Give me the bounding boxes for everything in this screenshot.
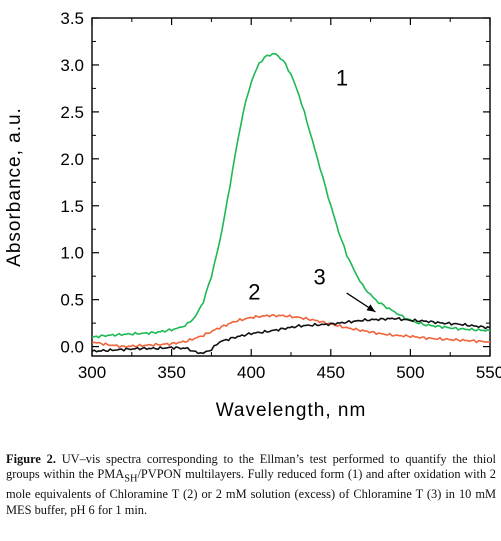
x-axis-label: Wavelength, nm bbox=[216, 400, 367, 421]
y-tick-label: 1.0 bbox=[60, 244, 84, 263]
series-line-3 bbox=[91, 316, 491, 355]
plot-area bbox=[91, 17, 491, 357]
y-tick-label: 3.5 bbox=[60, 9, 84, 28]
curve-annotations: 1 2 3 bbox=[248, 66, 376, 313]
figure-caption-number: Figure 2. bbox=[6, 452, 56, 466]
figure-caption-text-2: /PVPON multilayers. Fully reduced form (… bbox=[6, 467, 496, 517]
y-tick-label: 2.0 bbox=[60, 150, 84, 169]
series-line-2 bbox=[91, 313, 491, 349]
y-tick-label: 0.5 bbox=[60, 291, 84, 310]
y-axis-label: Absorbance, a.u. bbox=[4, 107, 25, 267]
x-tick-label: 300 bbox=[78, 363, 106, 382]
x-tick-label: 400 bbox=[237, 363, 265, 382]
curve-label-3: 3 bbox=[314, 265, 326, 290]
x-tick-label: 350 bbox=[157, 363, 185, 382]
plot-frame bbox=[91, 17, 491, 357]
x-tick-label: 550 bbox=[476, 363, 501, 382]
y-tick-label: 0.0 bbox=[60, 338, 84, 357]
y-tick-label: 1.5 bbox=[60, 197, 84, 216]
series-line-1 bbox=[91, 52, 491, 339]
x-tick-label: 500 bbox=[396, 363, 424, 382]
x-tick-label: 450 bbox=[317, 363, 345, 382]
y-tick-label: 2.5 bbox=[60, 103, 84, 122]
curve-label-1: 1 bbox=[336, 66, 348, 91]
y-tick-label: 3.0 bbox=[60, 56, 84, 75]
arrow-head bbox=[366, 304, 376, 312]
axis-ticks: 300 350 400 450 500 550 0.0 0.5 1.0 1.5 2.0 2.5 3.0 3… bbox=[60, 9, 501, 382]
uv-vis-chart: 1 2 3 300 350 400 450 500 550 0.0 0.5 1.0 1.5 2.0 2.5… bbox=[4, 9, 501, 421]
figure-caption-subscript: SH bbox=[124, 473, 138, 485]
spectra-curves bbox=[91, 52, 491, 355]
curve-label-2: 2 bbox=[248, 280, 260, 305]
figure-caption-text: UV–vis spectra corresponding to the Ellm… bbox=[6, 452, 496, 482]
figure-caption: Figure 2. UV–vis spectra corresponding t… bbox=[6, 452, 496, 518]
